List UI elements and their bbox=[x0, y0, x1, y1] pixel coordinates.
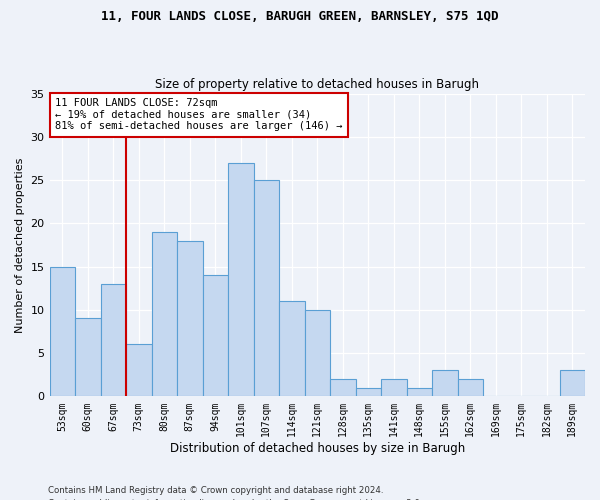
Bar bbox=[50, 266, 75, 396]
Bar bbox=[203, 275, 228, 396]
Bar bbox=[279, 301, 305, 396]
Bar bbox=[75, 318, 101, 396]
Bar bbox=[330, 379, 356, 396]
Title: Size of property relative to detached houses in Barugh: Size of property relative to detached ho… bbox=[155, 78, 479, 91]
Bar bbox=[381, 379, 407, 396]
Text: Contains HM Land Registry data © Crown copyright and database right 2024.: Contains HM Land Registry data © Crown c… bbox=[48, 486, 383, 495]
Bar bbox=[126, 344, 152, 397]
Bar bbox=[254, 180, 279, 396]
Bar bbox=[407, 388, 432, 396]
Text: Contains public sector information licensed under the Open Government Licence v3: Contains public sector information licen… bbox=[48, 498, 422, 500]
Text: 11 FOUR LANDS CLOSE: 72sqm
← 19% of detached houses are smaller (34)
81% of semi: 11 FOUR LANDS CLOSE: 72sqm ← 19% of deta… bbox=[55, 98, 343, 132]
Bar bbox=[356, 388, 381, 396]
Bar bbox=[305, 310, 330, 396]
Text: 11, FOUR LANDS CLOSE, BARUGH GREEN, BARNSLEY, S75 1QD: 11, FOUR LANDS CLOSE, BARUGH GREEN, BARN… bbox=[101, 10, 499, 23]
Bar bbox=[560, 370, 585, 396]
Bar bbox=[458, 379, 483, 396]
Y-axis label: Number of detached properties: Number of detached properties bbox=[15, 158, 25, 332]
Bar bbox=[152, 232, 177, 396]
Bar bbox=[177, 240, 203, 396]
Bar bbox=[432, 370, 458, 396]
X-axis label: Distribution of detached houses by size in Barugh: Distribution of detached houses by size … bbox=[170, 442, 465, 455]
Bar bbox=[228, 163, 254, 396]
Bar bbox=[101, 284, 126, 397]
